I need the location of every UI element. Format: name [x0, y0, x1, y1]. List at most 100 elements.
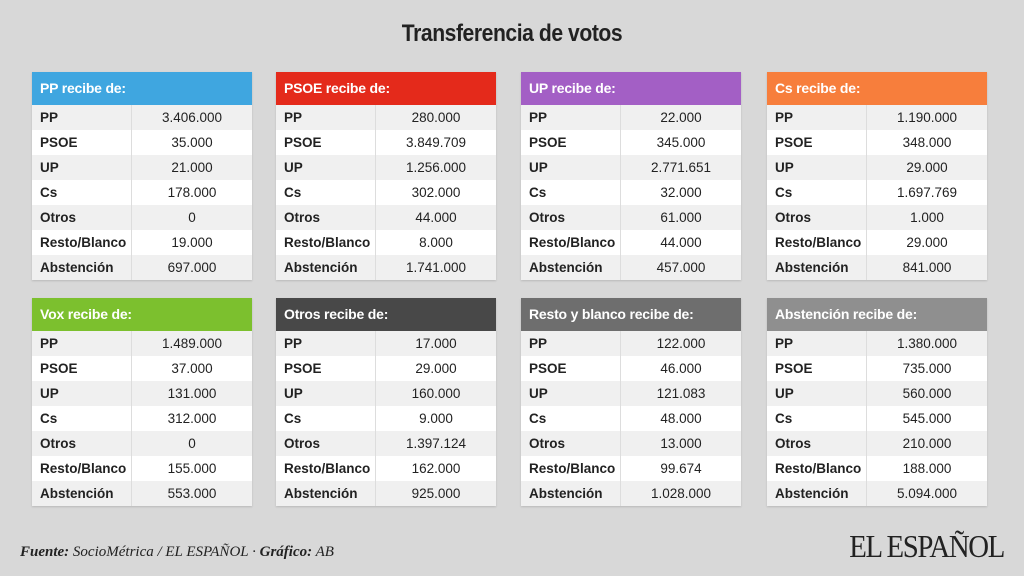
row-label: Abstención — [276, 481, 376, 506]
row-value: 925.000 — [411, 486, 461, 501]
table-body: PP 1.489.000 PSOE 37.000 UP 131.000 Cs 312.000 O… — [32, 331, 252, 506]
row-value: 3.849.709 — [405, 135, 467, 150]
row-label: Otros — [276, 431, 376, 456]
row-label: PSOE — [32, 130, 132, 155]
table-row: Resto/Blanco 29.000 — [767, 230, 987, 255]
row-value: 8.000 — [419, 235, 453, 250]
row-value: 735.000 — [902, 361, 952, 376]
table-body: PP 17.000 PSOE 29.000 UP 160.000 Cs 9.000 Otros 1… — [276, 331, 496, 506]
table-row: PSOE 29.000 — [276, 356, 496, 381]
row-label: UP — [276, 381, 376, 406]
row-label: PSOE — [521, 130, 621, 155]
row-label: Abstención — [521, 255, 621, 280]
row-value: 545.000 — [902, 411, 952, 426]
row-label: UP — [276, 155, 376, 180]
table-row: Abstención 457.000 — [521, 255, 741, 280]
row-value: 48.000 — [660, 411, 702, 426]
row-label: PSOE — [521, 356, 621, 381]
row-label: Resto/Blanco — [521, 230, 621, 255]
row-value: 1.489.000 — [161, 336, 223, 351]
table-row: Resto/Blanco 19.000 — [32, 230, 252, 255]
table-row: PSOE 735.000 — [767, 356, 987, 381]
row-value: 35.000 — [171, 135, 213, 150]
row-label: Abstención — [276, 255, 376, 280]
row-value: 1.028.000 — [650, 486, 712, 501]
row-label: Cs — [767, 180, 867, 205]
transfer-table: Otros recibe de: PP 17.000 PSOE 29.000 UP 160.… — [276, 298, 496, 506]
row-label: Cs — [276, 180, 376, 205]
table-row: UP 21.000 — [32, 155, 252, 180]
row-label: Abstención — [32, 481, 132, 506]
row-value: 121.083 — [656, 386, 706, 401]
row-label: Otros — [521, 431, 621, 456]
table-row: Resto/Blanco 8.000 — [276, 230, 496, 255]
row-label: PSOE — [767, 356, 867, 381]
table-row: Resto/Blanco 188.000 — [767, 456, 987, 481]
source-footer: Fuente: SocioMétrica / EL ESPAÑOL · Gráf… — [20, 544, 334, 561]
row-value: 348.000 — [902, 135, 952, 150]
row-label: Otros — [767, 205, 867, 230]
transfer-table: Vox recibe de: PP 1.489.000 PSOE 37.000 UP 131… — [32, 298, 252, 506]
row-label: PP — [767, 331, 867, 356]
row-value: 22.000 — [660, 110, 702, 125]
row-label: UP — [767, 381, 867, 406]
row-label: Cs — [521, 406, 621, 431]
row-label: PP — [32, 331, 132, 356]
table-row: PSOE 35.000 — [32, 130, 252, 155]
row-label: Abstención — [32, 255, 132, 280]
row-value: 1.397.124 — [405, 436, 467, 451]
table-row: Otros 1.000 — [767, 205, 987, 230]
row-label: PP — [521, 331, 621, 356]
row-label: Resto/Blanco — [521, 456, 621, 481]
table-body: PP 122.000 PSOE 46.000 UP 121.083 Cs 48.000 Otro… — [521, 331, 741, 506]
row-label: Otros — [276, 205, 376, 230]
row-value: 9.000 — [419, 411, 453, 426]
row-value: 37.000 — [171, 361, 213, 376]
table-row: Abstención 925.000 — [276, 481, 496, 506]
table-row: Abstención 697.000 — [32, 255, 252, 280]
row-value: 697.000 — [167, 260, 217, 275]
row-value: 5.094.000 — [896, 486, 958, 501]
row-value: 19.000 — [171, 235, 213, 250]
table-row: PP 1.190.000 — [767, 105, 987, 130]
table-header: Cs recibe de: — [767, 72, 987, 105]
row-value: 1.380.000 — [896, 336, 958, 351]
table-header: PSOE recibe de: — [276, 72, 496, 105]
table-row: Cs 545.000 — [767, 406, 987, 431]
table-row: Cs 32.000 — [521, 180, 741, 205]
row-label: Resto/Blanco — [767, 456, 867, 481]
transfer-table: PSOE recibe de: PP 280.000 PSOE 3.849.709 UP 1… — [276, 72, 496, 280]
table-row: UP 160.000 — [276, 381, 496, 406]
row-label: Cs — [521, 180, 621, 205]
table-row: UP 2.771.651 — [521, 155, 741, 180]
table-row: PSOE 37.000 — [32, 356, 252, 381]
table-row: UP 1.256.000 — [276, 155, 496, 180]
row-value: 553.000 — [167, 486, 217, 501]
table-row: Otros 1.397.124 — [276, 431, 496, 456]
table-row: Abstención 1.028.000 — [521, 481, 741, 506]
row-label: PP — [276, 331, 376, 356]
row-label: Otros — [521, 205, 621, 230]
table-row: Otros 0 — [32, 205, 252, 230]
row-label: Cs — [32, 406, 132, 431]
row-value: 131.000 — [167, 386, 217, 401]
table-header: Resto y blanco recibe de: — [521, 298, 741, 331]
row-value: 178.000 — [167, 185, 217, 200]
row-value: 160.000 — [411, 386, 461, 401]
table-row: PP 3.406.000 — [32, 105, 252, 130]
row-value: 345.000 — [656, 135, 706, 150]
row-value: 162.000 — [411, 461, 461, 476]
row-value: 46.000 — [660, 361, 702, 376]
table-row: Abstención 553.000 — [32, 481, 252, 506]
row-value: 1.190.000 — [896, 110, 958, 125]
table-row: Otros 13.000 — [521, 431, 741, 456]
table-row: PSOE 3.849.709 — [276, 130, 496, 155]
row-value: 155.000 — [167, 461, 217, 476]
transfer-table: Cs recibe de: PP 1.190.000 PSOE 348.000 UP 29.… — [767, 72, 987, 280]
row-label: Otros — [767, 431, 867, 456]
row-value: 841.000 — [902, 260, 952, 275]
row-value: 32.000 — [660, 185, 702, 200]
row-label: PSOE — [276, 356, 376, 381]
transfer-table: Abstención recibe de: PP 1.380.000 PSOE 735.… — [767, 298, 987, 506]
row-value: 3.406.000 — [161, 110, 223, 125]
